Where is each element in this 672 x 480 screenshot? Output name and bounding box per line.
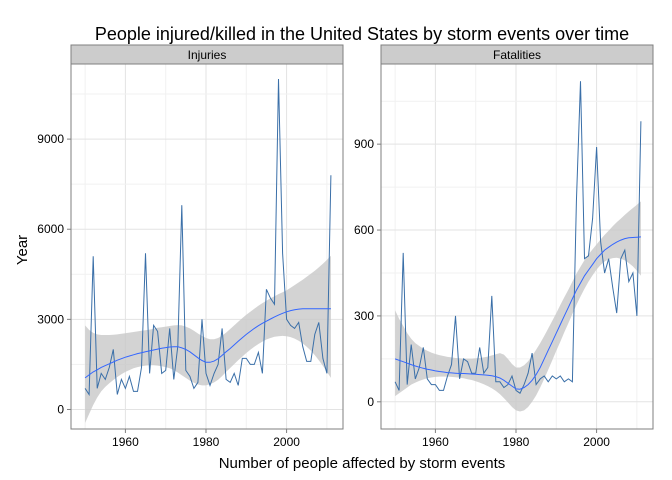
y-tick-label: 9000 xyxy=(37,132,64,146)
x-tick-label: 2000 xyxy=(583,435,610,449)
x-tick-label: 2000 xyxy=(273,435,300,449)
confidence-ribbon-injuries xyxy=(85,255,331,423)
data-layer-fatalities xyxy=(394,81,642,412)
x-tick-label: 1960 xyxy=(112,435,139,449)
y-axis-title: Year xyxy=(14,235,31,265)
panel-frame-injuries xyxy=(70,63,344,430)
x-tick-label: 1980 xyxy=(193,435,220,449)
y-tick-label: 0 xyxy=(367,395,374,409)
smooth-line-fatalities xyxy=(394,236,641,390)
confidence-ribbon-fatalities xyxy=(395,201,641,412)
smooth-line-injuries xyxy=(84,308,331,379)
y-tick-label: 6000 xyxy=(37,222,64,236)
y-tick-label: 3000 xyxy=(37,312,64,326)
series-line-fatalities xyxy=(394,81,642,394)
y-tick-label: 900 xyxy=(354,137,374,151)
x-axis-title: Number of people affected by storm event… xyxy=(219,455,506,472)
panel-frame-fatalities xyxy=(380,63,654,430)
strip-label-injuries: Injuries xyxy=(188,48,227,62)
y-tick-label: 0 xyxy=(57,402,64,416)
x-tick-label: 1960 xyxy=(422,435,449,449)
strip-label-fatalities: Fatalities xyxy=(493,48,541,62)
series-line-injuries xyxy=(84,78,332,397)
panel-injuries: Injuries 1960 1980 2000 0 3000 6000 9000 xyxy=(37,44,344,449)
y-tick-label: 600 xyxy=(354,223,374,237)
panel-fatalities: Fatalities 1960 1980 2000 0 300 600 900 xyxy=(354,44,654,449)
y-tick-label: 300 xyxy=(354,309,374,323)
data-layer-injuries xyxy=(84,78,332,423)
x-tick-label: 1980 xyxy=(503,435,530,449)
chart-title: People injured/killed in the United Stat… xyxy=(95,24,629,44)
